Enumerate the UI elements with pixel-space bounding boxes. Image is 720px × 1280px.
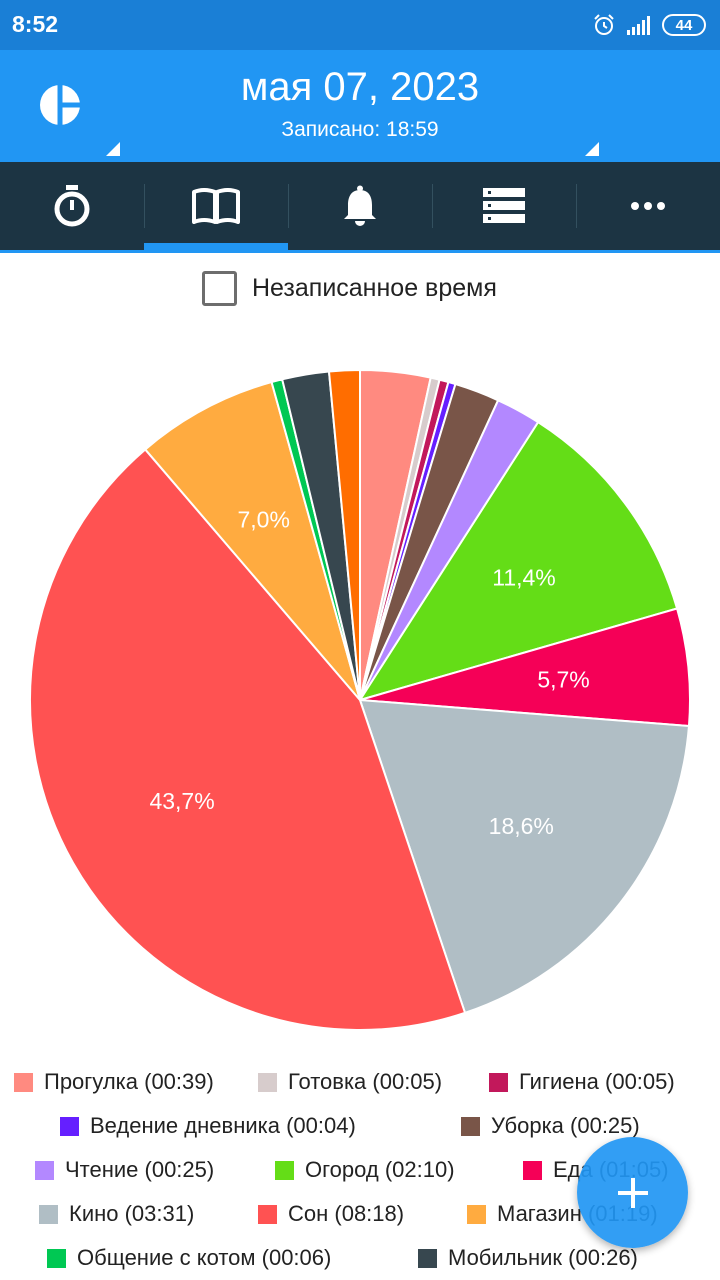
battery-level: 44 <box>675 16 693 34</box>
unrecorded-time-label: Незаписанное время <box>252 273 497 302</box>
legend-row: Ведение дневника (00:04) Уборка (00:25) <box>0 1104 720 1148</box>
tab-reminders[interactable] <box>288 162 432 250</box>
legend-label: Огород (02:10) <box>305 1157 455 1182</box>
legend-label: Прогулка (00:39) <box>44 1069 214 1094</box>
legend-item: Кино (03:31) <box>39 1192 194 1236</box>
legend-swatch <box>47 1248 66 1268</box>
pie-chart-logo-icon[interactable] <box>38 83 82 127</box>
legend-row: Общение с котом (00:06) Мобильник (00:26) <box>0 1236 720 1280</box>
legend-label: Ведение дневника (00:04) <box>90 1113 356 1138</box>
legend-item: Гигиена (00:05) <box>489 1060 675 1104</box>
legend-swatch <box>489 1072 508 1092</box>
tab-timer[interactable] <box>0 162 144 250</box>
list-icon <box>483 188 525 223</box>
more-icon <box>631 202 665 210</box>
pie-slice[interactable] <box>327 368 361 701</box>
legend-label: Гигиена (00:05) <box>519 1069 675 1094</box>
legend-item: Сон (08:18) <box>258 1192 404 1236</box>
pie-slice[interactable] <box>143 380 361 701</box>
legend-swatch <box>467 1204 486 1224</box>
bell-icon <box>344 185 376 226</box>
legend-row: Прогулка (00:39) Готовка (00:05) Гигиена (… <box>0 1060 720 1104</box>
tab-list[interactable] <box>432 162 576 250</box>
legend-swatch <box>461 1116 480 1136</box>
legend-label: Сон (08:18) <box>288 1201 405 1226</box>
add-entry-button[interactable] <box>577 1137 688 1248</box>
legend-item: Прогулка (00:39) <box>14 1060 214 1104</box>
stopwatch-icon <box>54 185 90 227</box>
legend-label: Мобильник (00:26) <box>448 1245 638 1270</box>
slice-percent-label: 11,4% <box>492 565 556 591</box>
legend-label: Кино (03:31) <box>69 1201 195 1226</box>
date-dropdown-corner-icon <box>585 142 599 156</box>
recorded-time: Записано: 18:59 <box>281 118 439 141</box>
slice-percent-label: 5,7% <box>537 666 589 692</box>
legend-swatch <box>14 1072 33 1092</box>
pie-slice[interactable] <box>29 448 467 1031</box>
plus-icon <box>617 1177 648 1208</box>
unrecorded-time-checkbox[interactable] <box>202 270 237 306</box>
legend-swatch <box>39 1204 58 1224</box>
legend-swatch <box>275 1160 294 1180</box>
logo-dropdown-corner-icon <box>106 142 120 156</box>
legend-swatch <box>418 1248 437 1268</box>
slice-percent-label: 7,0% <box>238 506 290 532</box>
unrecorded-time-toggle[interactable]: Незаписанное время <box>202 270 497 306</box>
pie-chart: 11,4% 5,7% 18,6% 43,7% 7,0% <box>29 368 691 1031</box>
status-time: 8:52 <box>12 11 59 37</box>
legend-label: Чтение (00:25) <box>65 1157 215 1182</box>
legend-item: Огород (02:10) <box>275 1148 455 1192</box>
legend-swatch <box>523 1160 542 1180</box>
header-date[interactable]: мая 07, 2023 <box>240 65 480 109</box>
slice-percent-label: 43,7% <box>149 788 214 814</box>
legend-swatch <box>258 1204 277 1224</box>
tab-more[interactable] <box>576 162 720 250</box>
legend-item: Готовка (00:05) <box>258 1060 442 1104</box>
legend-label: Уборка (00:25) <box>491 1113 640 1138</box>
legend-label: Общение с котом (00:06) <box>77 1245 332 1270</box>
legend-item: Уборка (00:25) <box>461 1104 640 1148</box>
legend-label: Готовка (00:05) <box>288 1069 443 1094</box>
legend-item: Ведение дневника (00:04) <box>60 1104 356 1148</box>
signal-icon <box>627 16 650 35</box>
alarm-icon <box>594 14 614 35</box>
legend-swatch <box>258 1072 277 1092</box>
slice-percent-label: 18,6% <box>489 813 554 839</box>
legend-item: Общение с котом (00:06) <box>47 1236 331 1280</box>
tab-journal[interactable] <box>144 162 288 250</box>
pie-slice[interactable] <box>358 698 691 1015</box>
legend-item: Мобильник (00:26) <box>418 1236 638 1280</box>
status-bar: 8:52 44 <box>0 0 720 50</box>
book-icon <box>192 188 240 224</box>
legend-item: Чтение (00:25) <box>35 1148 214 1192</box>
battery-icon: 44 <box>662 14 706 36</box>
legend-swatch <box>60 1116 79 1136</box>
app-header: мая 07, 2023 Записано: 18:59 <box>0 50 720 162</box>
tab-underline <box>0 250 720 253</box>
tab-bar <box>0 162 720 250</box>
legend-swatch <box>35 1160 54 1180</box>
